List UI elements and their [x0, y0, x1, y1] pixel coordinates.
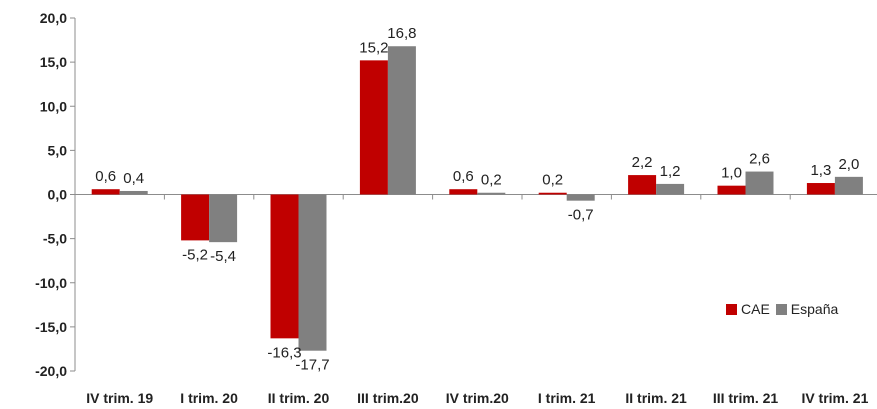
data-label: 2,0 [838, 156, 859, 173]
y-tick-label: -5,0 [43, 231, 67, 247]
bar-espana [834, 176, 863, 195]
bar-cae [449, 189, 478, 195]
data-label: 0,6 [453, 168, 474, 185]
x-tick-label: II trim. 20 [268, 390, 330, 406]
chart-bars [91, 46, 863, 351]
bar-espana [566, 194, 595, 201]
y-tick-label: 20,0 [40, 10, 67, 26]
y-tick-label: 5,0 [48, 142, 68, 158]
x-tick-label: I trim. 21 [538, 390, 596, 406]
bar-espana [298, 194, 327, 351]
bar-espana [119, 190, 148, 195]
chart-legend: CAE España [726, 301, 838, 317]
x-tick-label: IV trim. 21 [801, 390, 868, 406]
legend-item-espana: España [775, 301, 839, 317]
x-tick-label: III trim. 21 [713, 390, 779, 406]
data-label: 1,3 [810, 162, 831, 179]
data-label: 1,0 [721, 165, 742, 182]
y-tick-label: 10,0 [40, 98, 67, 114]
y-tick-label: -15,0 [35, 319, 67, 335]
bar-cae [628, 175, 657, 195]
bar-cae [538, 192, 567, 195]
bar-espana [477, 192, 506, 195]
x-tick-label: IV trim.20 [446, 390, 509, 406]
bar-espana [656, 183, 685, 195]
bar-cae [181, 194, 210, 241]
data-label: 15,2 [359, 39, 388, 56]
bar-espana [387, 46, 416, 195]
legend-swatch-cae [726, 303, 737, 315]
data-label: -5,2 [182, 246, 208, 263]
x-tick-label: IV trim. 19 [86, 390, 153, 406]
y-tick-label: -10,0 [35, 275, 67, 291]
legend-label-cae: CAE [741, 301, 770, 317]
data-label: -16,3 [267, 344, 301, 361]
legend-swatch-espana [775, 303, 787, 315]
data-label: 2,2 [632, 154, 653, 171]
bar-cae [806, 183, 835, 195]
bar-cae [270, 194, 299, 339]
bar-cae [717, 185, 746, 195]
x-tick-label: II trim. 21 [625, 390, 687, 406]
chart-data-labels: 0,6 -5,2 -16,3 15,2 0,6 0,2 2,2 1,0 1,3 0,4 -5,4 -1… [95, 25, 859, 373]
data-label: -0,7 [568, 207, 594, 224]
data-label: 2,6 [749, 151, 770, 168]
x-tick-label: I trim. 20 [180, 390, 238, 406]
bar-cae [359, 60, 388, 195]
data-label: 0,2 [542, 172, 563, 189]
y-tick-label: -20,0 [35, 363, 67, 379]
data-label: 0,2 [481, 172, 502, 189]
bar-cae [91, 189, 120, 195]
chart-axes: 20,0 15,0 10,0 5,0 0,0 -5,0 -10,0 -15,0 -20,0 IV … [35, 10, 877, 406]
x-tick-label: III trim.20 [357, 390, 419, 406]
legend-label-espana: España [790, 301, 839, 317]
data-label: 1,2 [660, 163, 681, 180]
data-label: 0,4 [123, 170, 144, 187]
y-tick-label: 15,0 [40, 54, 67, 70]
data-label: 16,8 [387, 25, 416, 42]
legend-item-cae: CAE [726, 301, 770, 317]
bar-espana [209, 194, 238, 243]
data-label: 0,6 [95, 168, 116, 185]
data-label: -5,4 [210, 248, 236, 265]
y-tick-label: 0,0 [48, 187, 68, 203]
data-label: -17,7 [295, 357, 329, 374]
bar-espana [745, 171, 774, 195]
